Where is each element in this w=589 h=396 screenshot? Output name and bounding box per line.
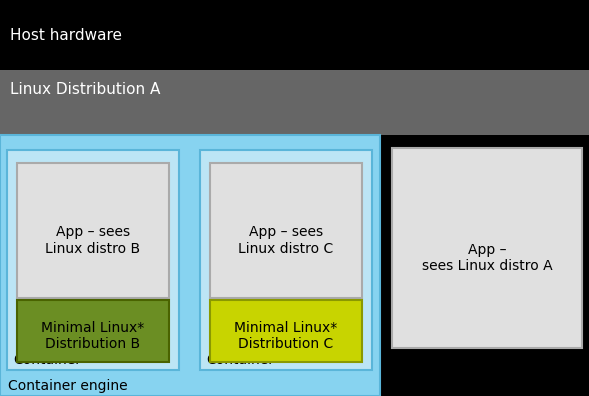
Text: Minimal Linux*
Distribution C: Minimal Linux* Distribution C: [234, 321, 337, 351]
Bar: [200, 150, 372, 370]
Text: App – sees
Linux distro B: App – sees Linux distro B: [45, 225, 141, 255]
Text: App – sees
Linux distro C: App – sees Linux distro C: [239, 225, 333, 255]
Text: Minimal Linux*
Distribution B: Minimal Linux* Distribution B: [41, 321, 145, 351]
Bar: [392, 148, 582, 348]
Bar: [0, 70, 589, 135]
Text: Container: Container: [206, 353, 274, 367]
Bar: [17, 300, 169, 362]
Text: Linux Distribution A: Linux Distribution A: [10, 82, 160, 97]
Text: Container: Container: [13, 353, 81, 367]
Bar: [0, 135, 380, 396]
Bar: [17, 163, 169, 298]
Bar: [7, 150, 179, 370]
Bar: [210, 300, 362, 362]
Bar: [0, 0, 589, 70]
Text: Container engine: Container engine: [8, 379, 128, 393]
Bar: [210, 163, 362, 298]
Text: App –
sees Linux distro A: App – sees Linux distro A: [422, 243, 552, 273]
Text: Host hardware: Host hardware: [10, 27, 122, 42]
